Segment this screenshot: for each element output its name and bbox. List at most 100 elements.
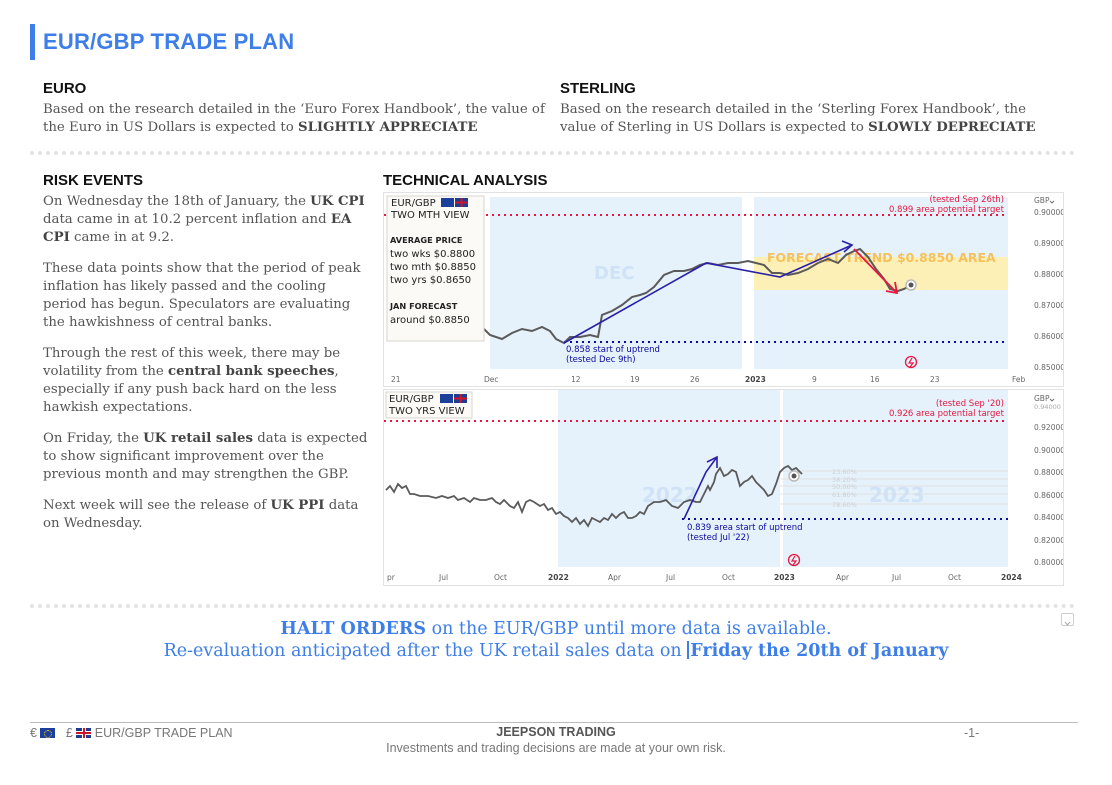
zone-2023: [783, 390, 1008, 567]
bottom-uptrend-note-1: 0.839 area start of uptrend: [687, 523, 803, 533]
euro-summary: Based on the research detailed in the ‘E…: [43, 102, 545, 135]
top-event-icon[interactable]: [904, 355, 918, 369]
fib-label: 61.80%: [832, 491, 857, 499]
risk-paragraph-peak: These data points show that the period o…: [43, 261, 361, 330]
bottom-currency-label: GBP: [1034, 394, 1050, 403]
top-y-tick: 0.89000: [1034, 239, 1064, 248]
top-y-tick: 0.90000: [1034, 208, 1064, 217]
top-x-tick: 12: [571, 375, 581, 384]
document-title: EUR/GBP TRADE PLAN: [43, 29, 295, 54]
top-x-tick: Dec: [484, 375, 499, 384]
avg-two-years: two yrs $0.8650: [390, 275, 471, 286]
top-event-bolt-icon: [907, 357, 915, 368]
bottom-eu-flag-icon: [440, 394, 453, 403]
risk-paragraph-cpi: On Wednesday the 18th of January, the UK…: [43, 194, 365, 245]
bottom-x-tick: 2023: [774, 573, 795, 582]
bottom-x-tick: 2024: [1001, 573, 1022, 582]
bottom-y-tick: 0.80000: [1034, 558, 1064, 567]
fib-label: 78.60%: [832, 501, 857, 509]
dec-watermark: DEC: [594, 263, 634, 284]
document-title-bar: EUR/GBP TRADE PLAN: [30, 24, 294, 60]
top-x-tick: 16: [870, 375, 880, 384]
halt-orders-line: HALT ORDERS on the EUR/GBP until more da…: [280, 619, 832, 639]
page-number: -1-: [964, 726, 980, 740]
bottom-x-tick: Oct: [722, 573, 735, 582]
bottom-y-tick: 0.82000: [1034, 536, 1064, 545]
bottom-x-tick: Apr: [836, 573, 850, 582]
bottom-event-bolt-icon: [790, 555, 798, 566]
risk-events-body: On Wednesday the 18th of January, the UK…: [43, 193, 371, 546]
sterling-summary: Based on the research detailed in the ‘S…: [560, 102, 1036, 135]
top-uptrend-note-1: 0.858 start of uptrend: [566, 345, 660, 355]
top-target-note-1: (tested Sep 26th): [929, 195, 1004, 205]
fib-label: 23.60%: [832, 468, 857, 476]
bottom-uptrend-note-2: (tested Jul '22): [687, 533, 749, 543]
zone-2022: [558, 390, 780, 567]
bottom-x-tick: pr: [387, 573, 396, 582]
euro-outlook: SLIGHTLY APPRECIATE: [297, 120, 478, 135]
top-x-tick: 21: [391, 375, 401, 384]
eu-flag-icon: [40, 728, 56, 738]
bottom-x-tick: Jul: [665, 573, 675, 582]
bottom-chart-view: TWO YRS VIEW: [388, 406, 465, 417]
footer-divider: [30, 722, 1078, 723]
top-x-tick: 23: [930, 375, 940, 384]
risk-paragraph-ppi: Next week will see the release of UK PPI…: [43, 498, 359, 531]
halt-orders-label: HALT ORDERS: [280, 619, 426, 639]
top-legend-panel: [386, 195, 485, 342]
dec-zone: [490, 197, 742, 369]
top-last-price-dot: [908, 282, 914, 288]
halt-divider: [30, 604, 1075, 608]
forecast-down-arrow: [853, 248, 899, 295]
top-currency-dropdown-icon[interactable]: [1049, 200, 1055, 204]
watermark-2023: 2023: [869, 483, 925, 507]
top-x-tick: Feb: [1012, 375, 1026, 384]
bottom-x-tick: Jul: [438, 573, 448, 582]
two-month-chart: DEC FORECAST TREND $0.8850 AREA (tested …: [383, 192, 1064, 387]
technical-analysis-heading: TECHNICAL ANALYSIS: [383, 172, 548, 189]
uptrend-arrow-top: [563, 240, 854, 344]
bottom-x-tick: Jul: [891, 573, 901, 582]
top-chart-symbol: EUR/GBP: [391, 198, 436, 209]
top-x-tick: 19: [630, 375, 640, 384]
bottom-y-tick: 0.94000: [1034, 403, 1061, 411]
chevron-down-icon[interactable]: [1061, 613, 1074, 626]
top-currency-label: GBP: [1034, 196, 1050, 205]
footer-disclaimer: Investments and trading decisions are ma…: [386, 741, 726, 755]
re-evaluation-date: Friday the 20th of January: [690, 641, 949, 661]
pound-symbol: £: [65, 726, 73, 740]
bottom-x-tick: Oct: [948, 573, 961, 582]
two-year-chart: 2022 2023 23.60% 38.20% 50.00% 61.80% 78…: [383, 389, 1064, 586]
top-y-tick: 0.85000: [1034, 363, 1064, 372]
avg-two-months: two mth $0.8850: [390, 262, 476, 273]
forecast-zone-label: FORECAST TREND $0.8850 AREA: [767, 250, 996, 265]
uptrend-arrow-bottom: [683, 455, 718, 520]
top-x-tick: 26: [690, 375, 700, 384]
section-divider: [30, 151, 1075, 155]
sterling-outlook: SLOWLY DEPRECIATE: [868, 120, 1036, 135]
fib-label: 38.20%: [832, 476, 857, 484]
bottom-y-tick: 0.84000: [1034, 513, 1064, 522]
bottom-price-line: [385, 464, 803, 528]
re-evaluation-line: Re-evaluation anticipated after the UK r…: [163, 641, 949, 661]
bottom-y-tick: 0.86000: [1034, 491, 1064, 500]
top-target-note-2: 0.899 area potential target: [889, 205, 1005, 215]
bottom-x-tick: 2022: [548, 573, 569, 582]
top-price-line: [481, 247, 912, 345]
jan-forecast-value: around $0.8850: [390, 315, 470, 326]
jan-forecast-heading: JAN FORECAST: [389, 301, 458, 311]
bottom-currency-dropdown-icon[interactable]: [1049, 398, 1055, 402]
top-y-tick: 0.87000: [1034, 301, 1064, 310]
bottom-target-note-1: (tested Sep '20): [936, 399, 1004, 409]
euro-heading: EURO: [43, 80, 87, 97]
top-y-tick: 0.86000: [1034, 332, 1064, 341]
sterling-heading: STERLING: [560, 80, 636, 97]
top-eu-flag-icon: [441, 198, 454, 207]
top-y-tick: 0.88000: [1034, 270, 1064, 279]
fib-levels: [780, 470, 1008, 505]
avg-two-weeks: two wks $0.8800: [390, 249, 475, 260]
footer-left: € £ EUR/GBP TRADE PLAN: [30, 726, 233, 740]
bottom-y-tick: 0.92000: [1034, 423, 1064, 432]
top-x-tick: 2023: [745, 375, 766, 384]
bottom-event-icon[interactable]: [787, 553, 801, 567]
